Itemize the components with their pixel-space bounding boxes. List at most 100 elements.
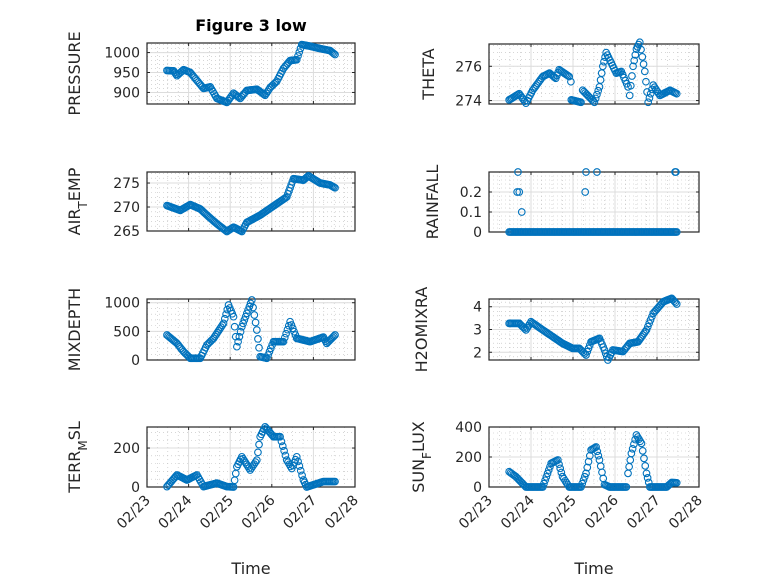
axes-box: [146, 426, 356, 488]
data-point: [278, 442, 287, 450]
data-point: [630, 440, 638, 449]
y-tick-label: 0: [131, 353, 140, 369]
data-point: [593, 168, 601, 176]
data-point: [247, 464, 256, 472]
data-point: [239, 454, 247, 463]
data-point: [557, 468, 566, 477]
data-point: [263, 87, 272, 96]
y-tick-label: 3: [473, 323, 482, 339]
data-point: [587, 95, 596, 104]
data-point: [221, 226, 230, 235]
data-point: [643, 474, 652, 482]
data-point: [229, 312, 238, 321]
y-axis-label: PRESSURE: [65, 31, 84, 115]
data-point: [577, 98, 585, 107]
x-tick-label: 02/23: [456, 493, 496, 533]
x-tick-label: 02/25: [197, 493, 237, 533]
data-point: [266, 83, 274, 92]
series-pressure: [163, 40, 339, 107]
data-point: [638, 447, 647, 455]
axes-h2omixratio: 2 3 4 H2OMIXRA: [412, 287, 700, 373]
data-point: [255, 440, 263, 449]
x-tick-label: 02/28: [666, 493, 706, 533]
data-point: [282, 329, 290, 338]
data-point: [328, 48, 337, 57]
data-point: [542, 472, 551, 481]
data-point: [283, 325, 292, 334]
data-point: [264, 351, 272, 359]
data-point: [637, 45, 645, 54]
y-tick-label: 2: [473, 345, 482, 361]
data-point: [261, 91, 269, 100]
data-point: [584, 457, 593, 466]
x-tick-label: 02/24: [156, 492, 196, 532]
data-point: [581, 188, 590, 196]
data-point: [254, 448, 262, 457]
data-point: [564, 71, 572, 80]
y-label-rest: LUX: [409, 421, 428, 452]
data-point: [267, 82, 276, 91]
y-tick-label: 270: [113, 200, 140, 216]
y-tick-label: 1000: [104, 296, 140, 312]
axes-box: [488, 426, 700, 488]
data-point: [598, 62, 607, 71]
axes-rainfall: 0 0.1 0.2 RAINFALL: [423, 165, 700, 241]
data-point: [245, 302, 254, 311]
data-point: [249, 303, 257, 312]
data-point: [276, 432, 284, 441]
data-point: [580, 472, 589, 481]
y-tick-label: 500: [113, 324, 140, 340]
data-point: [582, 168, 590, 176]
y-tick-label: 0.2: [460, 185, 482, 201]
data-point: [288, 324, 297, 333]
data-point: [331, 331, 339, 339]
data-point: [538, 483, 547, 491]
data-point: [292, 452, 301, 461]
y-tick-label: 0: [131, 480, 140, 496]
data-point: [643, 322, 652, 331]
data-point: [515, 188, 524, 196]
data-point: [205, 338, 214, 347]
data-point: [331, 50, 339, 59]
x-tick-label: 02/27: [280, 493, 320, 533]
data-point: [204, 339, 213, 348]
data-point: [250, 311, 259, 319]
axes-mixdepth: 0 500 1000 MIXDEPTH: [65, 288, 356, 371]
y-axis-label: TERRMSL: [65, 421, 90, 494]
data-point: [262, 89, 271, 98]
data-point: [578, 347, 586, 355]
y-label-rest: EMP: [65, 167, 84, 201]
x-tick-label: 02/25: [540, 493, 580, 533]
data-point: [589, 97, 597, 105]
data-point: [271, 78, 280, 87]
data-point: [246, 299, 255, 308]
data-point: [328, 333, 337, 342]
data-point: [625, 91, 634, 100]
data-point: [584, 91, 592, 100]
data-point: [642, 77, 650, 86]
data-point: [280, 446, 288, 455]
data-point: [277, 437, 286, 446]
y-tick-label: 200: [113, 441, 140, 457]
y-tick-label: 200: [455, 450, 482, 466]
y-axis-label: MIXDEPTH: [65, 288, 84, 371]
data-point: [543, 469, 552, 478]
data-point: [296, 466, 305, 475]
y-label-main: THETA: [419, 48, 438, 100]
data-point: [639, 60, 648, 68]
data-point: [331, 183, 339, 192]
data-point: [584, 344, 593, 353]
data-point: [513, 188, 521, 196]
data-point: [648, 85, 656, 94]
data-point: [640, 67, 649, 76]
y-axis-label: H2OMIXRA: [412, 287, 431, 373]
data-point: [544, 466, 553, 474]
axes-pressure: 900 950 1000 PRESSURE: [65, 31, 356, 116]
y-tick-label: 900: [113, 85, 140, 101]
data-point: [279, 337, 288, 346]
data-point: [219, 319, 228, 328]
data-point: [239, 319, 247, 328]
y-axis-label: SUNFLUX: [409, 421, 434, 493]
data-point: [258, 89, 267, 98]
